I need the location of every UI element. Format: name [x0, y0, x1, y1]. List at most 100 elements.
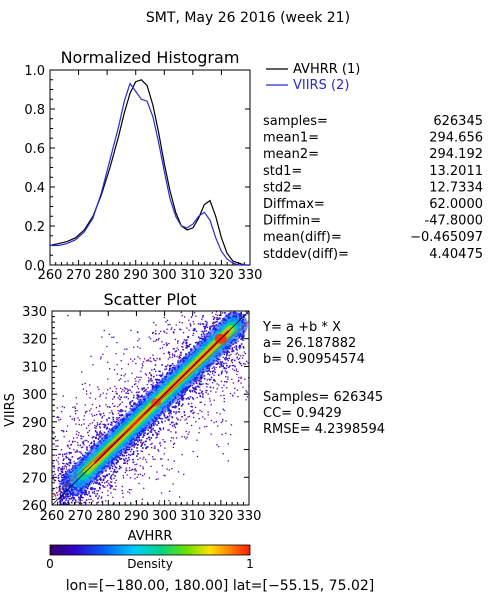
scatter-point: [65, 455, 67, 458]
scatter-point: [57, 470, 60, 472]
scatter-point: [105, 397, 107, 399]
scatter-point: [56, 407, 58, 409]
scatter-point: [80, 424, 83, 426]
scatter-point: [158, 374, 160, 376]
scatter-point: [120, 458, 123, 460]
scatter-point: [173, 460, 175, 462]
scatter-point: [140, 441, 142, 444]
scatter-point: [151, 385, 154, 387]
scatter-point: [201, 318, 203, 320]
scatter-frame: [51, 310, 250, 506]
scatter-point: [63, 458, 65, 460]
scatter-point: [189, 396, 192, 398]
scatter-point: [123, 375, 125, 377]
scatter-point: [157, 339, 159, 341]
scatter-point: [196, 385, 199, 388]
scatter-point: [91, 445, 93, 448]
scatter-point: [235, 368, 238, 370]
scatter-point: [192, 416, 195, 419]
scatter-point: [225, 381, 227, 383]
scatter-point: [177, 340, 179, 342]
scatter-point: [148, 477, 150, 479]
scatter-point: [86, 439, 88, 442]
scatter-point: [235, 345, 238, 347]
scatter-point: [129, 446, 131, 449]
scatter-point: [155, 324, 157, 326]
scatter-point: [72, 440, 74, 442]
scatter-point: [237, 380, 240, 382]
scatter-point: [152, 354, 154, 356]
scatter-point: [116, 342, 118, 344]
scatter-point: [143, 432, 145, 434]
scatter-point: [95, 495, 97, 497]
scatter-point: [125, 467, 127, 469]
scatter-point: [202, 332, 205, 334]
scatter-point: [228, 354, 231, 357]
scatter-point: [166, 344, 168, 346]
scatter-point: [69, 447, 71, 449]
scatter-point: [101, 491, 104, 494]
scatter-point: [115, 393, 117, 395]
scatter-point: [118, 465, 121, 468]
scatter-point: [161, 417, 163, 420]
scatter-point: [106, 427, 109, 429]
scatter-y-label: VIIRS: [3, 393, 18, 427]
scatter-point: [242, 336, 245, 339]
scatter-point: [231, 378, 233, 380]
scatter-point: [178, 400, 181, 403]
scatter-point: [113, 420, 116, 423]
stat-value: 13.2011: [429, 164, 483, 179]
scatter-point: [201, 376, 203, 378]
scatter-point: [241, 364, 243, 367]
scatter-point: [210, 378, 212, 381]
scatter-point: [133, 451, 135, 453]
scatter-point: [217, 318, 219, 320]
scatter-point: [228, 366, 231, 368]
scatter-point: [83, 493, 86, 496]
scatter-point: [159, 417, 162, 420]
scatter-point: [85, 499, 88, 501]
scatter-point: [125, 469, 128, 472]
scatter-point: [60, 491, 62, 493]
scatter-point: [136, 376, 138, 378]
scatter-point: [142, 396, 144, 398]
scatter-point: [136, 476, 138, 478]
scatter-point: [106, 420, 108, 422]
scatter-point: [96, 431, 98, 434]
scatter-point: [71, 499, 74, 502]
scatter-point: [69, 461, 72, 464]
scatter-point: [148, 381, 150, 383]
scatter-point: [138, 338, 140, 340]
scatter-point: [135, 380, 137, 382]
scatter-point: [169, 354, 171, 356]
scatter-point: [209, 325, 211, 327]
scatter-point: [214, 325, 216, 327]
scatter-point: [158, 430, 160, 433]
scatter-point: [67, 314, 69, 317]
scatter-point: [148, 436, 150, 439]
scatter-point: [152, 456, 154, 458]
scatter-point: [191, 397, 194, 399]
scatter-title: Scatter Plot: [104, 290, 197, 309]
scatter-point: [118, 395, 121, 397]
scatter-point: [177, 359, 179, 361]
scatter-point: [105, 404, 107, 406]
scatter-point: [143, 487, 145, 489]
scatter-point: [114, 488, 117, 491]
scatter-point: [81, 371, 83, 373]
scatter-point: [155, 378, 157, 381]
scatter-point: [71, 456, 74, 458]
scatter-point: [68, 451, 70, 453]
scatter-point: [231, 362, 233, 364]
scatter-x-tick-label: 320: [208, 509, 233, 524]
scatter-point: [97, 498, 99, 500]
scatter-point: [203, 375, 205, 377]
scatter-point: [198, 379, 201, 382]
scatter-point: [108, 482, 110, 485]
scatter-x-tick-label: 260: [40, 509, 65, 524]
scatter-point: [225, 376, 227, 378]
scatter-point: [242, 386, 244, 388]
scatter-point: [166, 319, 169, 321]
scatter-point: [83, 444, 85, 446]
scatter-point: [95, 425, 98, 427]
